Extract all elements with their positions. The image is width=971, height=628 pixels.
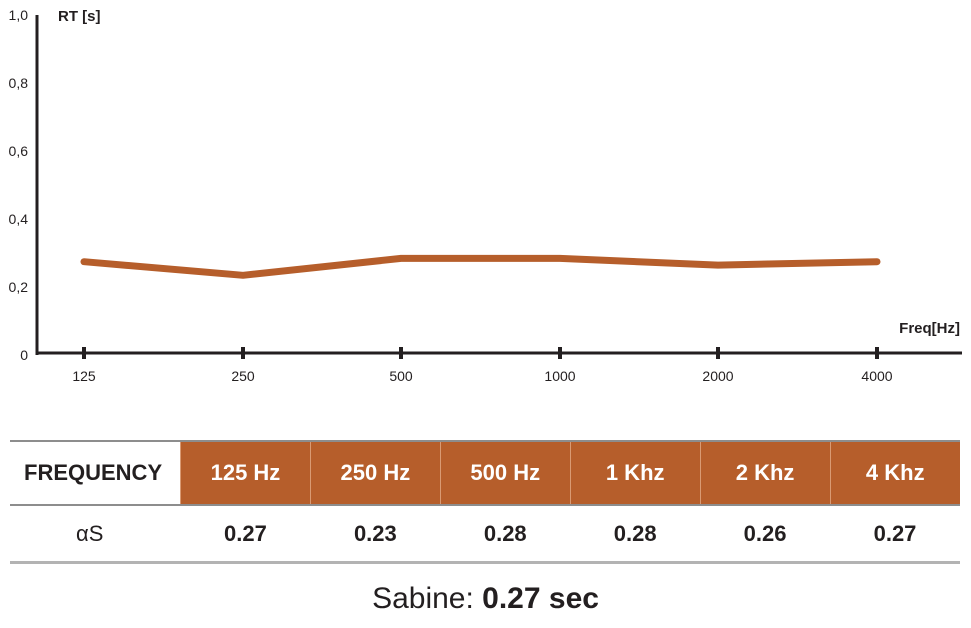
table-header-cell: 500 Hz <box>439 440 571 506</box>
x-tick-label: 125 <box>72 368 96 384</box>
table-value-cell: 0.28 <box>440 505 571 564</box>
table-header-row: FREQUENCY 125 Hz 250 Hz 500 Hz 1 Khz 2 K… <box>10 440 960 506</box>
y-tick-label: 0,8 <box>9 75 29 91</box>
y-axis-title: RT [s] <box>58 8 101 25</box>
y-tick-labels: 1,0 0,8 0,6 0,4 0,2 0 <box>9 7 29 363</box>
sabine-label: Sabine: <box>372 582 474 615</box>
table-value-cell: 0.27 <box>830 505 960 564</box>
y-tick-label: 0,2 <box>9 279 29 295</box>
table-value-cell: 0.28 <box>570 505 701 564</box>
alpha-s-label: αS <box>10 505 181 564</box>
x-tick-label: 500 <box>389 368 413 384</box>
table-header-cell: 125 Hz <box>180 440 311 506</box>
table-header-cell: 2 Khz <box>699 440 831 506</box>
table-header-cell: 250 Hz <box>309 440 441 506</box>
x-tick-label: 1000 <box>544 368 575 384</box>
table-value-cell: 0.27 <box>180 505 311 564</box>
absorption-table: FREQUENCY 125 Hz 250 Hz 500 Hz 1 Khz 2 K… <box>10 440 960 564</box>
rt-line-chart: RT [s] Freq[Hz] 1,0 0,8 0,6 0,4 0,2 0 125 250 5… <box>9 7 962 384</box>
x-tick-label: 250 <box>231 368 255 384</box>
table-value-cell: 0.23 <box>310 505 441 564</box>
y-tick-label: 0,6 <box>9 143 29 159</box>
x-axis-title: Freq[Hz] <box>899 320 960 337</box>
y-tick-label: 0,4 <box>9 211 29 227</box>
x-tick-labels: 125 250 500 1000 2000 4000 <box>72 347 893 384</box>
table-value-row: αS 0.27 0.23 0.28 0.28 0.26 0.27 <box>10 505 960 564</box>
y-tick-label: 1,0 <box>9 7 29 23</box>
rt-series-line <box>80 254 881 279</box>
table-header-cell: 1 Khz <box>569 440 701 506</box>
table-header-cell: 4 Khz <box>829 440 960 506</box>
sabine-result: Sabine: 0.27 sec <box>0 582 971 616</box>
sabine-value: 0.27 sec <box>482 582 599 615</box>
x-tick-label: 4000 <box>861 368 892 384</box>
frequency-header-label: FREQUENCY <box>10 440 181 506</box>
x-tick-label: 2000 <box>702 368 733 384</box>
table-value-cell: 0.26 <box>700 505 831 564</box>
y-tick-label: 0 <box>20 347 28 363</box>
